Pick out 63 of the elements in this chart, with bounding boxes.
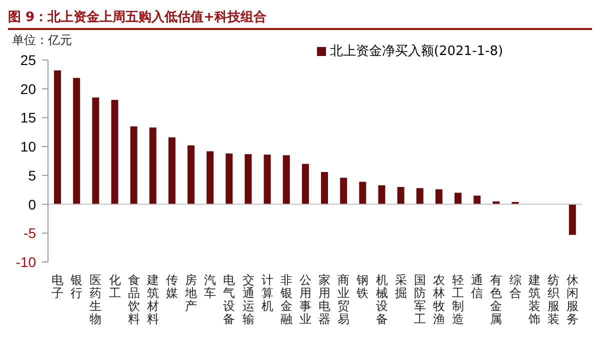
bar bbox=[168, 137, 176, 204]
x-tick-label: 农林牧渔 bbox=[432, 273, 445, 326]
bar bbox=[73, 78, 80, 204]
x-tick-label: 休闲服务 bbox=[566, 273, 578, 326]
legend-label: 北上资金净买入额(2021-1-8) bbox=[330, 44, 504, 59]
y-tick-label: 0 bbox=[28, 196, 36, 212]
bar bbox=[568, 204, 576, 235]
x-tick-label: 房地产 bbox=[184, 273, 198, 313]
chart-title: 图 9：北上资金上周五购入低估值+科技组合 bbox=[8, 8, 592, 30]
bar bbox=[111, 100, 118, 204]
x-tick-label: 化工 bbox=[108, 273, 121, 300]
x-tick-label: 商业贸易 bbox=[338, 273, 350, 326]
x-tick-label: 轻工制造 bbox=[452, 273, 464, 326]
bar bbox=[244, 154, 252, 204]
y-tick-label: 25 bbox=[20, 52, 36, 68]
bar bbox=[454, 192, 462, 204]
bar bbox=[435, 189, 442, 204]
x-tick-label: 国防军工 bbox=[414, 273, 426, 326]
x-tick-label: 银行 bbox=[70, 273, 83, 300]
bar bbox=[206, 151, 214, 204]
x-tick-label: 采掘 bbox=[394, 273, 407, 300]
bar bbox=[92, 98, 100, 204]
x-tick-label: 计算机 bbox=[261, 273, 274, 313]
bar bbox=[474, 196, 481, 204]
x-tick-label: 有色金属 bbox=[490, 273, 502, 326]
bar bbox=[282, 155, 290, 204]
x-tick-label: 通信 bbox=[471, 273, 484, 300]
x-tick-label: 家用电器 bbox=[318, 273, 331, 326]
x-tick-label: 电子 bbox=[52, 273, 64, 300]
y-tick-label: 5 bbox=[28, 167, 36, 184]
x-tick-label: 食品饮料 bbox=[126, 273, 140, 326]
x-tick-label: 机械设备 bbox=[376, 273, 388, 326]
bar bbox=[416, 188, 424, 204]
x-tick-label: 传媒 bbox=[166, 273, 178, 300]
bar bbox=[130, 126, 138, 204]
bar bbox=[54, 70, 61, 204]
bar bbox=[188, 145, 194, 204]
x-tick-label: 建筑材料 bbox=[146, 273, 159, 326]
x-tick-label: 公用事业 bbox=[299, 273, 312, 326]
y-tick-label: -5 bbox=[24, 225, 36, 242]
x-tick-label: 钢铁 bbox=[356, 273, 369, 300]
bar bbox=[397, 186, 404, 204]
y-tick-label: -10 bbox=[16, 254, 36, 270]
x-tick-label: 建筑装饰 bbox=[527, 273, 540, 326]
x-tick-label: 非银金融 bbox=[279, 273, 292, 326]
x-tick-label: 汽车 bbox=[204, 273, 216, 300]
bar bbox=[226, 153, 233, 204]
x-tick-label: 医药生物 bbox=[90, 273, 102, 326]
y-axis-title: 单位：亿元 bbox=[12, 32, 72, 49]
bar bbox=[340, 178, 348, 204]
y-tick-label: 20 bbox=[20, 80, 36, 97]
bar bbox=[359, 182, 366, 204]
x-tick-label: 交通运输 bbox=[242, 273, 254, 326]
bar bbox=[378, 185, 386, 204]
bar bbox=[321, 172, 328, 204]
y-tick-label: 10 bbox=[20, 138, 36, 155]
bar bbox=[302, 164, 309, 204]
bar bbox=[264, 154, 271, 204]
bar bbox=[149, 128, 156, 204]
y-tick-label: 15 bbox=[20, 110, 36, 126]
x-tick-label: 纺织服装 bbox=[547, 273, 560, 326]
x-tick-label: 综合 bbox=[509, 273, 522, 300]
x-tick-label: 电气设备 bbox=[223, 273, 236, 326]
